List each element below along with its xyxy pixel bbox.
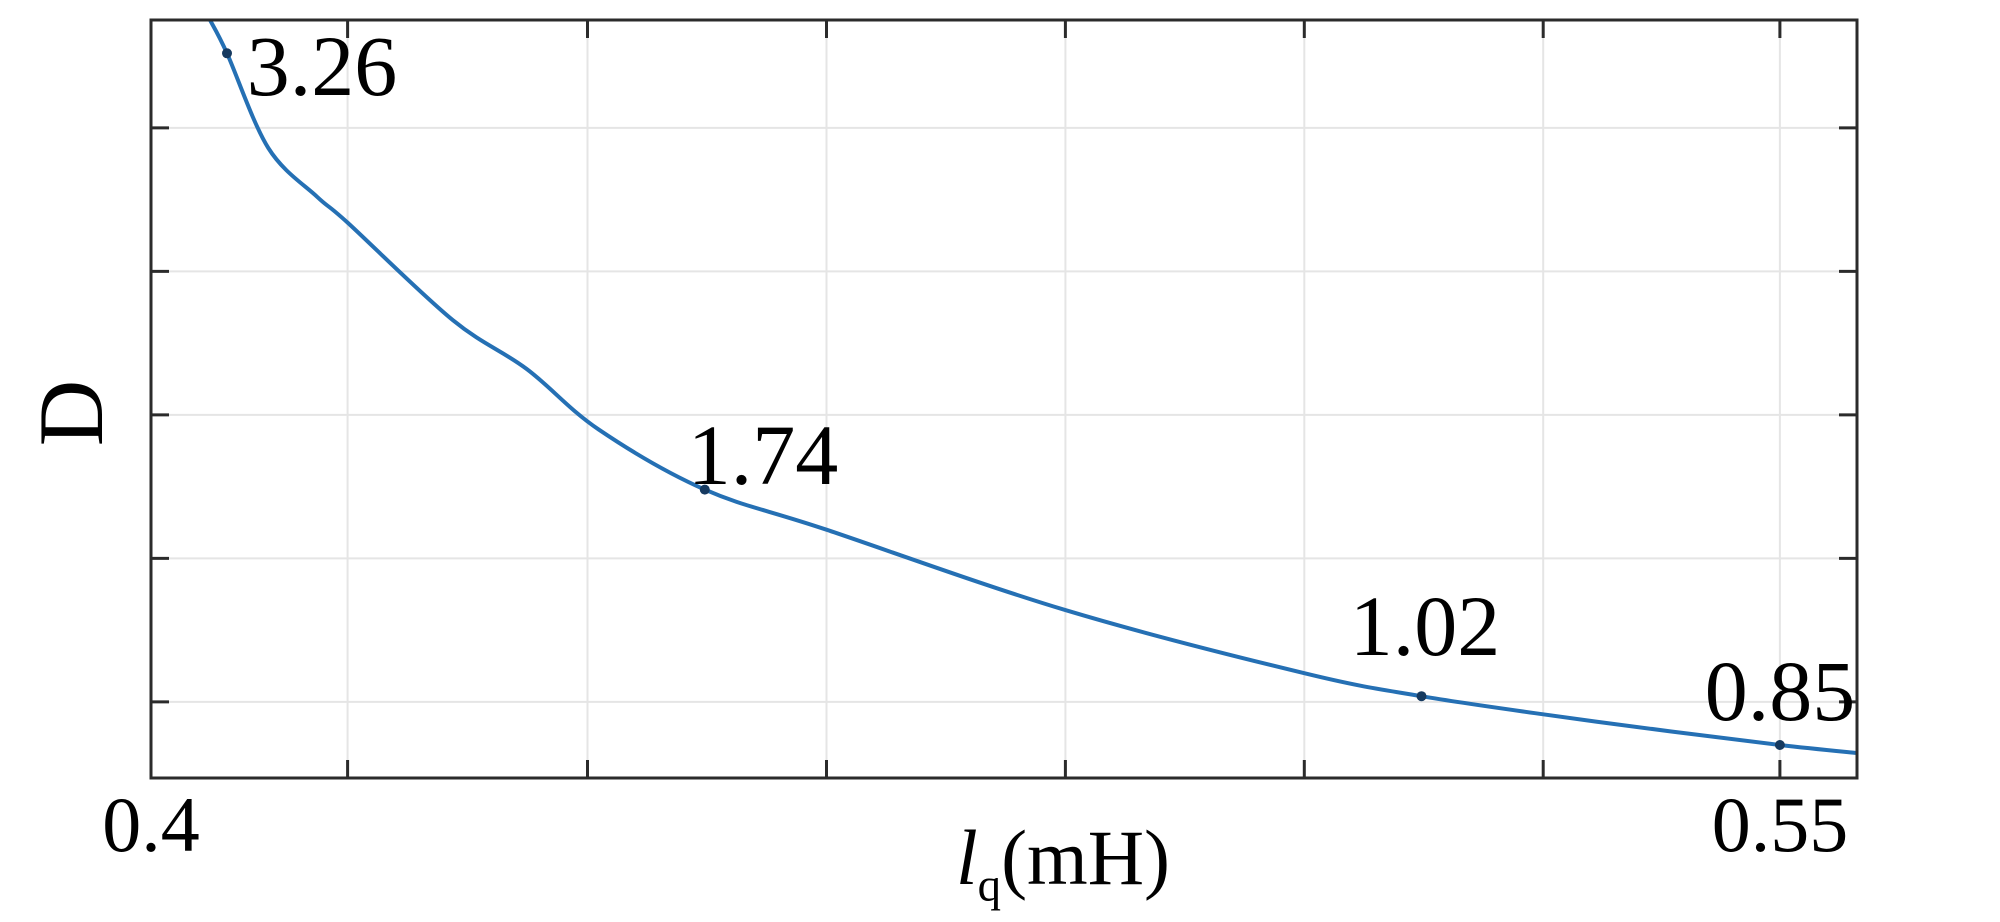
point-label: 3.26 (246, 18, 398, 114)
data-point-marker (222, 48, 232, 59)
x-tick-label: 0.4 (102, 781, 200, 868)
axis-ticks (149, 20, 1857, 778)
series-line (208, 20, 1857, 755)
data-point-marker (1774, 740, 1785, 750)
x-axis-label: lq(mH) (956, 819, 1170, 909)
data-point-marker (699, 484, 710, 495)
plot-frame (149, 18, 1859, 780)
x-axis-label-subscript: q (977, 859, 1002, 912)
point-label: 0.85 (1704, 643, 1856, 739)
x-axis-label-unit: (mH) (1001, 814, 1171, 901)
x-axis-label-symbol: l (955, 814, 978, 901)
y-axis-label: D (20, 379, 122, 447)
x-tick-label: 0.55 (1711, 781, 1849, 868)
grid-lines (150, 20, 1857, 778)
data-point-marker (1416, 691, 1427, 702)
point-label: 1.74 (687, 407, 839, 503)
data-point-markers (222, 48, 1785, 750)
point-label: 1.02 (1349, 578, 1501, 674)
